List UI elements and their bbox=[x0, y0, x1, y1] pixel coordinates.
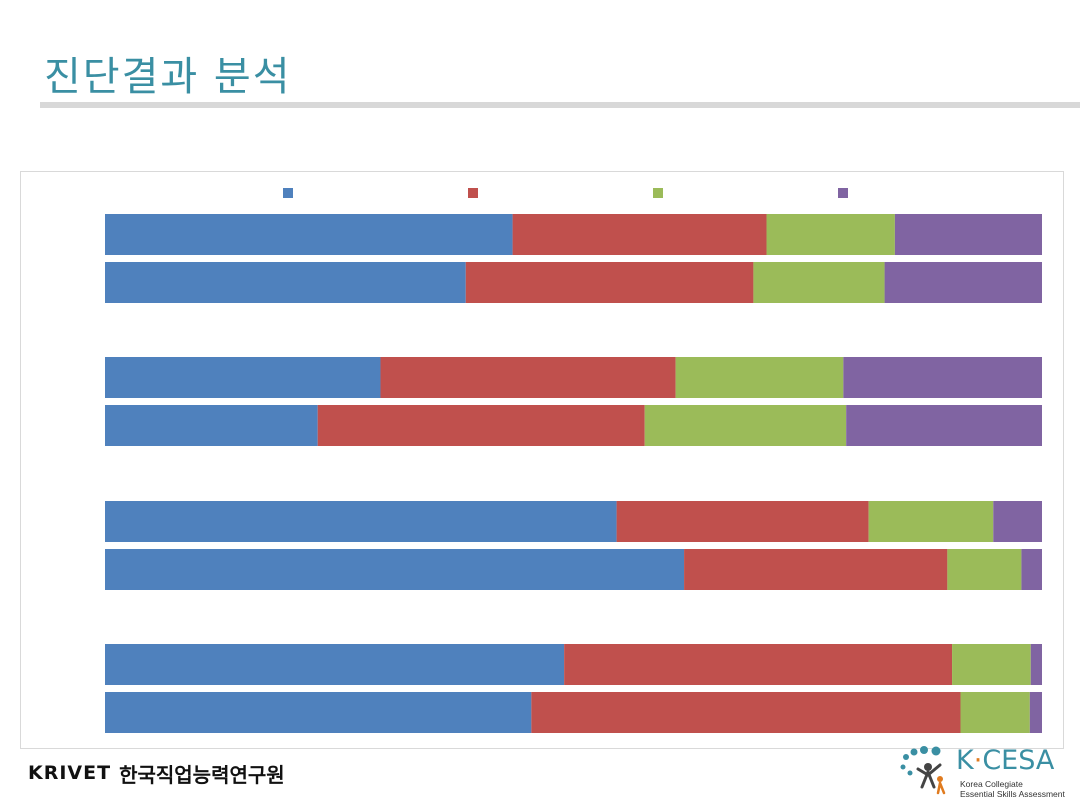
krivet-logo-text: KRIVET bbox=[28, 762, 112, 784]
stacked-bar-chart bbox=[105, 188, 1042, 733]
bar-segment-row7-series2 bbox=[564, 644, 953, 685]
bar-segment-row2-series1 bbox=[105, 262, 466, 303]
bar-segment-row8-series1 bbox=[105, 692, 532, 733]
kcesa-wordmark: K·CESA bbox=[956, 745, 1054, 776]
bar-segment-row8-series2 bbox=[531, 692, 961, 733]
bar-segment-row8-series3 bbox=[960, 692, 1030, 733]
krivet-logo: KRIVET 한국직업능력연구원 bbox=[28, 756, 285, 790]
bar-segment-row2-series2 bbox=[465, 262, 754, 303]
bar-segment-row1-series2 bbox=[512, 214, 767, 255]
bar-segment-row7-series4 bbox=[1030, 644, 1042, 685]
bar-segment-row5-series4 bbox=[993, 501, 1042, 542]
bar-segment-row5-series1 bbox=[105, 501, 617, 542]
bar-segment-row3-series3 bbox=[675, 357, 844, 398]
krivet-org-name: 한국직업능력연구원 bbox=[119, 762, 285, 787]
kcesa-tagline-2: Essential Skills Assessment bbox=[960, 789, 1065, 799]
kcesa-name-left: K bbox=[956, 745, 974, 776]
kcesa-tagline: Korea Collegiate Essential Skills Assess… bbox=[960, 779, 1065, 799]
bar-segment-row6-series3 bbox=[947, 549, 1022, 590]
bar-segment-row4-series1 bbox=[105, 405, 318, 446]
legend-swatch-2 bbox=[468, 188, 478, 198]
bar-segment-row6-series1 bbox=[105, 549, 685, 590]
kcesa-name-dot: · bbox=[973, 745, 983, 776]
bar-segment-row4-series3 bbox=[644, 405, 847, 446]
legend-swatch-4 bbox=[838, 188, 848, 198]
kcesa-logo: K·CESA Korea Collegiate Essential Skills… bbox=[898, 745, 1068, 801]
bar-segment-row5-series2 bbox=[616, 501, 869, 542]
legend-swatch-1 bbox=[283, 188, 293, 198]
legend-swatch-3 bbox=[653, 188, 663, 198]
slide-title: 진단결과 분석 bbox=[44, 54, 292, 100]
title-underline bbox=[40, 102, 1080, 108]
kcesa-name-right: CESA bbox=[982, 745, 1055, 776]
kcesa-tagline-1: Korea Collegiate bbox=[960, 779, 1023, 789]
bar-segment-row3-series1 bbox=[105, 357, 381, 398]
bar-segment-row8-series4 bbox=[1029, 692, 1042, 733]
bar-segment-row1-series1 bbox=[105, 214, 513, 255]
bar-segment-row6-series2 bbox=[684, 549, 948, 590]
chart-frame bbox=[20, 171, 1064, 749]
bar-segment-row2-series4 bbox=[884, 262, 1042, 303]
bar-segment-row2-series3 bbox=[753, 262, 885, 303]
bar-segment-row7-series3 bbox=[952, 644, 1031, 685]
bar-segment-row4-series2 bbox=[317, 405, 645, 446]
kcesa-people-icon bbox=[900, 746, 946, 795]
bar-segment-row7-series1 bbox=[105, 644, 565, 685]
bar-segment-row4-series4 bbox=[846, 405, 1042, 446]
bar-segment-row5-series3 bbox=[868, 501, 994, 542]
bar-segment-row3-series2 bbox=[380, 357, 676, 398]
bar-segment-row6-series4 bbox=[1021, 549, 1042, 590]
bar-segment-row1-series3 bbox=[766, 214, 895, 255]
bar-segment-row1-series4 bbox=[894, 214, 1042, 255]
bar-segment-row3-series4 bbox=[843, 357, 1042, 398]
